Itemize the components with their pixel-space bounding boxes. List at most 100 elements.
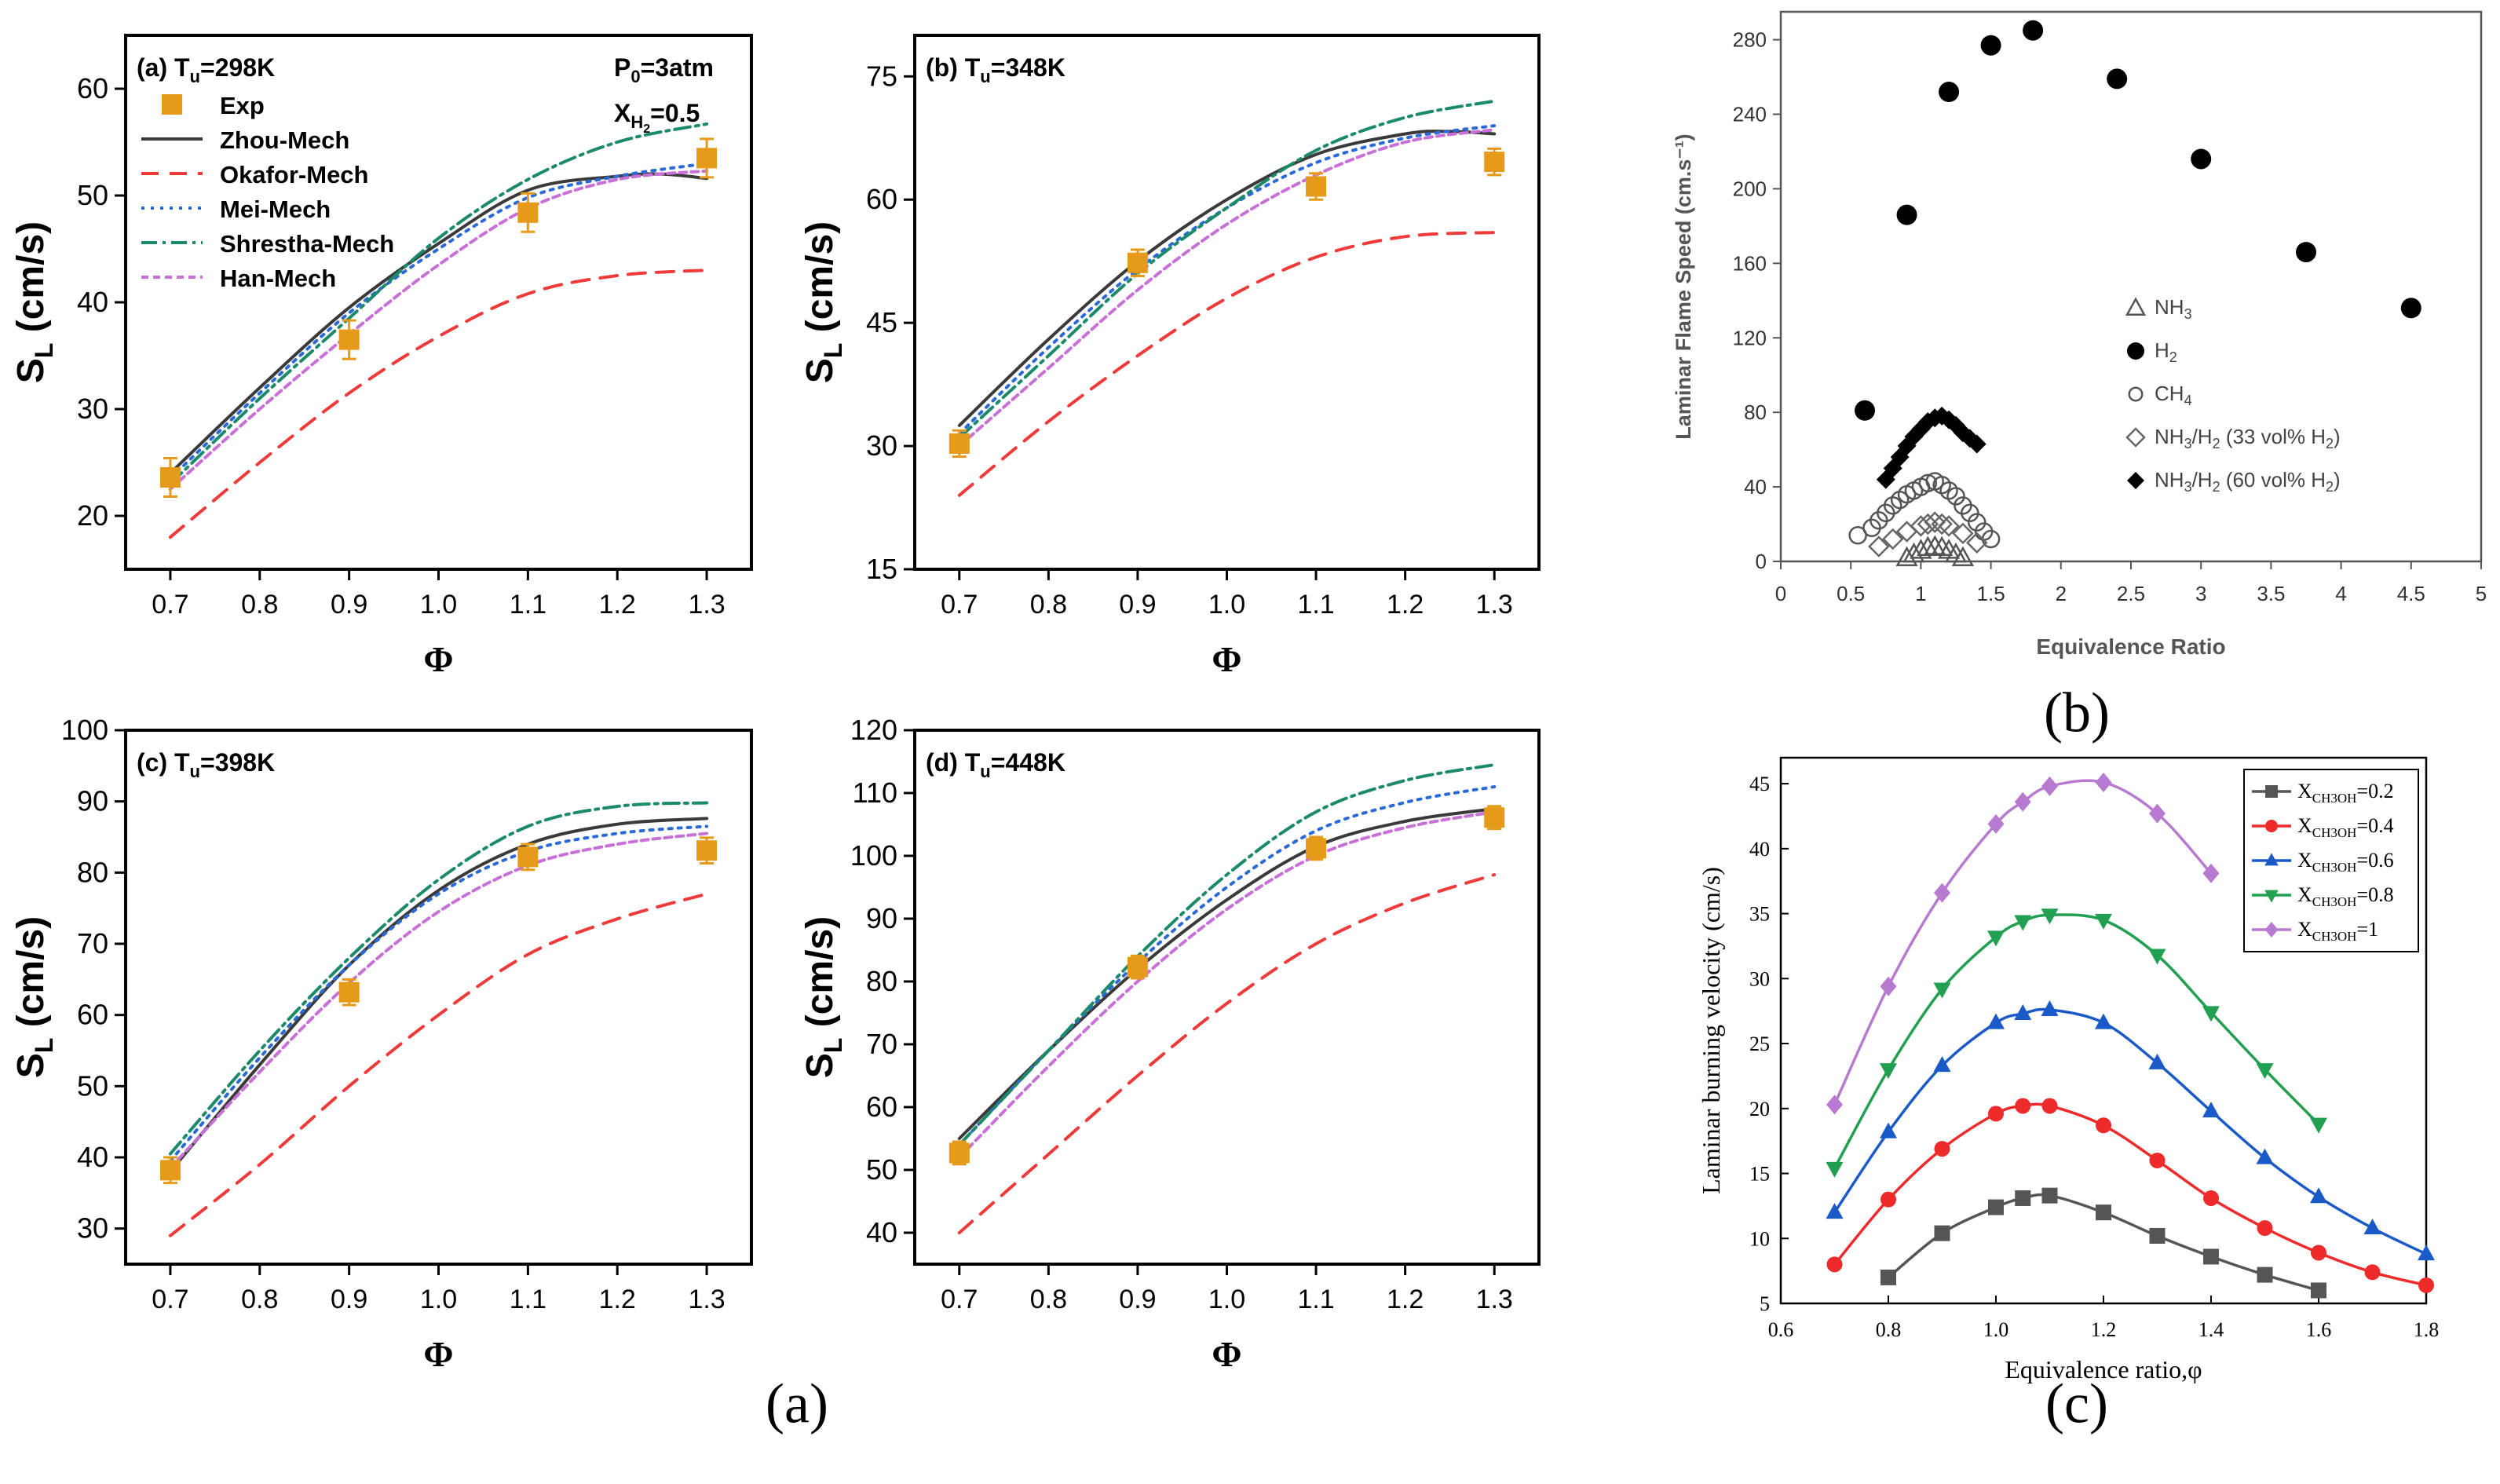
legend-label: NH3 [2155, 295, 2192, 322]
y-tick-label: 10 [1749, 1227, 1770, 1250]
x-tick-label: 1.3 [688, 590, 725, 620]
data-point [2311, 1282, 2326, 1299]
data-point [2148, 949, 2166, 965]
series-line-mei-mech [957, 785, 1497, 1146]
x-axis-label: Φ [423, 1334, 453, 1374]
data-point [1881, 528, 1904, 550]
data-point [1988, 1106, 2004, 1122]
data-point [2202, 1102, 2220, 1118]
data-point [1967, 434, 1986, 454]
data-point [2014, 1003, 2032, 1020]
y-axis-label: SL (cm/s) [799, 221, 847, 383]
data-point [2418, 1277, 2434, 1293]
x-tick-label: 1.2 [599, 1285, 636, 1314]
y-tick-label: 200 [1733, 177, 1767, 200]
x-tick-label: 1.5 [1977, 582, 2005, 605]
data-point [1868, 535, 1890, 557]
panel-label-b: (b) [2044, 682, 2110, 744]
x-tick-label: 1.3 [688, 1285, 725, 1314]
plot-frame [913, 729, 1541, 1266]
data-point [2148, 1053, 2166, 1069]
legend-marker [2127, 472, 2144, 489]
series-line-zhou-mech [957, 807, 1497, 1140]
data-point [1952, 522, 1974, 545]
series-lines [168, 122, 709, 539]
y-tick-label: 90 [77, 785, 108, 817]
data-point [2041, 776, 2058, 796]
data-point [1934, 883, 1950, 903]
data-point [1880, 1191, 1896, 1208]
series-line-han-mech [957, 810, 1497, 1159]
x-tick-label: 5 [2476, 582, 2487, 605]
data-point [1961, 503, 1979, 523]
y-tick-label: 60 [866, 183, 897, 215]
y-axis-label: SL (cm/s) [10, 221, 58, 383]
y-tick-label: 45 [1749, 773, 1770, 795]
data-point [1951, 546, 1975, 567]
series-line-han-mech [168, 832, 709, 1170]
series-lines [168, 801, 709, 1237]
series-line [1833, 1007, 2427, 1256]
x-tick-label: 1.8 [2414, 1318, 2440, 1341]
data-point [2041, 908, 2059, 925]
series-line-han-mech [957, 128, 1497, 448]
series-line [1833, 1102, 2427, 1287]
legend-label: Exp [220, 92, 265, 119]
legend-marker [2125, 297, 2147, 316]
data-point [1946, 487, 1965, 506]
chart-c-burning-velocity: 0.6 0.8 1.0 1.2 1.4 1.6 1.8 5 10 15 20 25 30 35 40 45 Eq… [1697, 756, 2440, 1383]
legend-label: Shrestha-Mech [220, 230, 394, 258]
data-point [2096, 1204, 2111, 1221]
y-tick-label: 40 [77, 286, 108, 318]
data-point [2095, 772, 2112, 792]
exp-point [159, 1160, 181, 1181]
y-tick-label: 60 [866, 1091, 897, 1123]
x-tick-label: 1.2 [1387, 590, 1424, 620]
data-point [2149, 1152, 2166, 1168]
series-line-zhou-mech [957, 130, 1497, 427]
x-tick-label: 0.8 [1030, 590, 1067, 620]
y-tick-label: 100 [850, 839, 897, 872]
x-tick-label: 0.9 [1119, 1285, 1156, 1314]
data-point [1968, 513, 1986, 532]
exp-point [517, 846, 539, 868]
series-lines [957, 99, 1497, 497]
y-tick-label: 80 [866, 965, 897, 997]
exp-point [1484, 807, 1505, 828]
x-tick-label: 1.0 [1208, 590, 1245, 620]
data-point [2023, 20, 2044, 41]
x-tick-label: 0.8 [1030, 1285, 1067, 1314]
y-tick-label: 20 [1749, 1098, 1770, 1120]
plot-frame [913, 34, 1541, 571]
data-point [2310, 1117, 2327, 1134]
x-tick-label: 1.2 [2091, 1318, 2117, 1341]
legend-label: XCH3OH=0.2 [2297, 780, 2394, 806]
data-point [2015, 1190, 2031, 1206]
legend-label: NH3/H2 (33 vol% H2) [2155, 425, 2341, 451]
y-axis-label: Laminar burning velocity (cm/s) [1697, 867, 1725, 1194]
x-tick-label: 1.3 [1476, 590, 1513, 620]
exp-point [159, 467, 181, 488]
y-tick-label: 40 [1744, 475, 1767, 499]
series-line-mei-mech [168, 824, 709, 1163]
series-line-okafor-mech [168, 269, 709, 539]
data-point [2014, 915, 2032, 931]
chart-a1-tu298: 0.7 0.8 0.9 1.0 1.1 1.2 1.3 20 30 40 50 60 Φ SL (cm/s… [10, 34, 753, 679]
legend-label: XCH3OH=0.6 [2297, 849, 2394, 875]
data-point [1933, 1056, 1951, 1073]
data-point [2041, 1098, 2058, 1114]
data-point [2257, 1220, 2273, 1237]
legend-marker [2127, 342, 2144, 360]
data-point [1880, 1269, 1896, 1285]
y-tick-label: 280 [1733, 28, 1767, 52]
x-tick-label: 3 [2195, 582, 2206, 605]
exp-point [1484, 152, 1505, 173]
data-point [1938, 515, 1960, 537]
exp-point [948, 433, 970, 454]
y-tick-label: 30 [1749, 967, 1770, 990]
x-tick-label: 1.1 [510, 1285, 546, 1314]
legend-label: CH4 [2155, 382, 2192, 408]
data-point [1917, 513, 1939, 535]
x-tick-label: 0.6 [1768, 1318, 1794, 1341]
